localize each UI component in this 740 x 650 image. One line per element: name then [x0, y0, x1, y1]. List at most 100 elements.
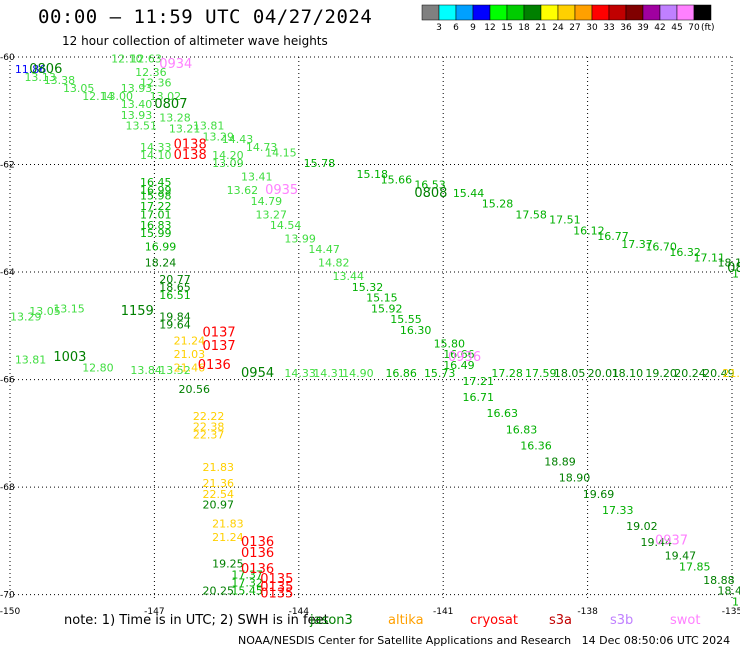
wave-height-value: 15.73: [424, 367, 456, 380]
x-tick-label: -138: [577, 607, 598, 617]
wave-height-value: 15.45: [231, 585, 263, 598]
wave-height-value: 18.88: [703, 574, 735, 587]
legend-swatch: [557, 4, 576, 21]
wave-height-value: 21.24: [174, 335, 206, 348]
pass-time-label: 0135: [260, 572, 293, 587]
legend-swatch: [540, 4, 559, 21]
legend-swatch: [506, 4, 525, 21]
wave-height-value: 13.93: [121, 82, 153, 95]
wave-height-value: 13.99: [284, 232, 316, 245]
legend-unit: (ft): [701, 23, 715, 33]
wave-height-value: 17.58: [515, 208, 547, 221]
legend-swatch: [455, 4, 474, 21]
wave-height-value: 12.80: [82, 362, 114, 375]
legend-swatch: [489, 4, 508, 21]
wave-height-value: 13.13: [24, 71, 56, 84]
generated-time: 14 Dec 08:50:06 UTC 2024: [581, 634, 731, 647]
wave-height-value: 19.47: [665, 550, 697, 563]
wave-height-value: 19.44: [641, 536, 673, 549]
x-tick-label: -135: [722, 607, 740, 617]
legend-label: 12: [484, 23, 495, 33]
wave-height-value: 19.02: [626, 520, 658, 533]
wave-height-value: 14.33: [140, 141, 172, 154]
wave-height-value: 17.01: [140, 208, 172, 221]
wave-height-value: 18.89: [544, 456, 576, 469]
satellite-name-jason3: jason3: [310, 613, 353, 628]
wave-height-value: 18.90: [559, 472, 591, 485]
legend-label: 33: [603, 23, 614, 33]
y-tick-label: -70: [0, 591, 15, 601]
wave-height-value: 13.44: [332, 270, 364, 283]
wave-height-value: 12.63: [130, 52, 162, 65]
wave-height-value: 13.40: [121, 98, 153, 111]
chart-title: 00:00 – 11:59 UTC 04/27/2024: [38, 6, 373, 28]
wave-height-value: 12.36: [140, 77, 172, 90]
wave-height-value: 13.02: [150, 90, 182, 103]
wave-height-value: 15.78: [304, 157, 336, 170]
wave-height-value: 22.37: [193, 429, 225, 442]
wave-height-value: 17.37: [621, 238, 653, 251]
wave-height-value: 16.51: [159, 289, 191, 302]
legend-swatch: [659, 4, 678, 21]
y-tick-label: -64: [0, 268, 15, 278]
wave-height-value: 20.01: [588, 367, 620, 380]
x-tick-label: -150: [0, 607, 20, 617]
wave-height-value: 17.85: [679, 560, 711, 573]
wave-height-value: 15.80: [434, 337, 466, 350]
legend-label: 39: [637, 23, 649, 33]
legend-label: 21: [535, 23, 546, 33]
pass-time-label: 0809: [727, 261, 740, 276]
pass-time-label: 0808: [414, 186, 447, 201]
wave-height-value: 16.66: [443, 348, 475, 361]
wave-height-value: 21.83: [203, 461, 235, 474]
pass-time-label: 1003: [53, 350, 86, 365]
wave-height-value: 13.09: [212, 157, 244, 170]
footer-note: note: 1) Time is in UTC; 2) SWH is in fe…: [64, 613, 329, 628]
legend-label: 6: [453, 23, 459, 33]
wave-height-value: 13.27: [255, 208, 286, 221]
wave-height-value: 18.65: [159, 281, 191, 294]
legend-swatch: [472, 4, 491, 21]
wave-height-value: 13.81: [193, 120, 225, 133]
legend-label: 70: [688, 23, 700, 33]
satellite-name-swot: swot: [670, 613, 701, 628]
wave-height-value: 13.21: [169, 122, 201, 135]
pass-time-label: 1159: [121, 304, 154, 319]
wave-height-value: 20.77: [159, 273, 191, 286]
legend-swatch: [421, 4, 440, 21]
x-tick-label: -141: [433, 607, 453, 617]
wave-height-value: 17.32: [231, 577, 263, 590]
wave-height-value: 16.99: [145, 241, 177, 254]
wave-height-value: 15.44: [453, 187, 485, 200]
wave-height-value: 12.10: [111, 52, 143, 65]
pass-time-label: 0136: [241, 546, 274, 561]
wave-height-value: 13.51: [126, 120, 157, 133]
wave-height-value: 15.28: [482, 198, 514, 211]
wave-height-value: 15.66: [381, 173, 413, 186]
wave-height-value: 16.32: [669, 246, 701, 259]
wave-height-value: 16.30: [400, 324, 432, 337]
wave-height-value: 14.15: [265, 146, 297, 159]
wave-height-value: 13.62: [227, 184, 259, 197]
wave-height-value: 17.59: [525, 367, 557, 380]
wave-height-value: 22.54: [203, 488, 235, 501]
wave-height-value: 16.49: [443, 359, 475, 372]
wave-height-value: 15.92: [371, 302, 403, 315]
legend-label: 42: [654, 23, 665, 33]
legend-label: 18: [518, 23, 530, 33]
credit-text: NOAA/NESDIS Center for Satellite Applica…: [238, 634, 572, 647]
y-tick-label: -66: [0, 376, 15, 386]
wave-height-value: 13.41: [241, 171, 272, 184]
pass-time-label: 0135: [260, 586, 293, 601]
pass-time-label: 0807: [154, 97, 187, 112]
pass-time-label: 0936: [448, 350, 481, 365]
wave-height-value: 21.36: [203, 477, 235, 490]
wave-height-value: 18.05: [554, 367, 586, 380]
legend-label: 3: [436, 23, 442, 33]
x-tick-label: -144: [289, 607, 310, 617]
wave-height-value: 16.77: [597, 230, 629, 243]
wave-height-value: 14.90: [342, 367, 374, 380]
wave-height-value: 21.03: [174, 348, 206, 361]
wave-height-value: 16.99: [140, 184, 172, 197]
